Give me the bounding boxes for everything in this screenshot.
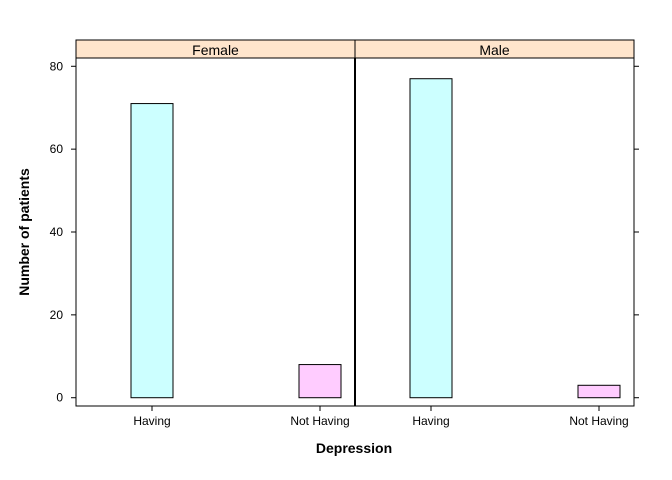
bar-male-1 — [577, 384, 621, 399]
y-tick-label: 40 — [50, 225, 64, 239]
bar-female-0 — [130, 103, 174, 399]
x-tick-label: Not Having — [290, 414, 349, 428]
x-tick-label: Having — [412, 414, 449, 428]
panel-female: Female Having Not Having — [75, 39, 356, 428]
panel-border — [75, 57, 356, 407]
y-tick-label: 0 — [56, 391, 63, 405]
bar-male-0 — [409, 78, 453, 399]
bar-female-1 — [298, 364, 342, 399]
x-tick-label: Not Having — [569, 414, 628, 428]
y-tick-label: 60 — [50, 142, 64, 156]
x-tick-label: Having — [133, 414, 170, 428]
strip-label: Male — [479, 42, 510, 58]
panel-border — [354, 57, 635, 407]
y-axis-title: Number of patients — [16, 168, 32, 296]
x-axis-title: Depression — [316, 440, 392, 456]
strip-label: Female — [192, 42, 239, 58]
y-tick-label: 20 — [50, 308, 64, 322]
y-tick-label: 80 — [50, 59, 64, 73]
panel-male: Male Having Not Having — [354, 39, 635, 428]
